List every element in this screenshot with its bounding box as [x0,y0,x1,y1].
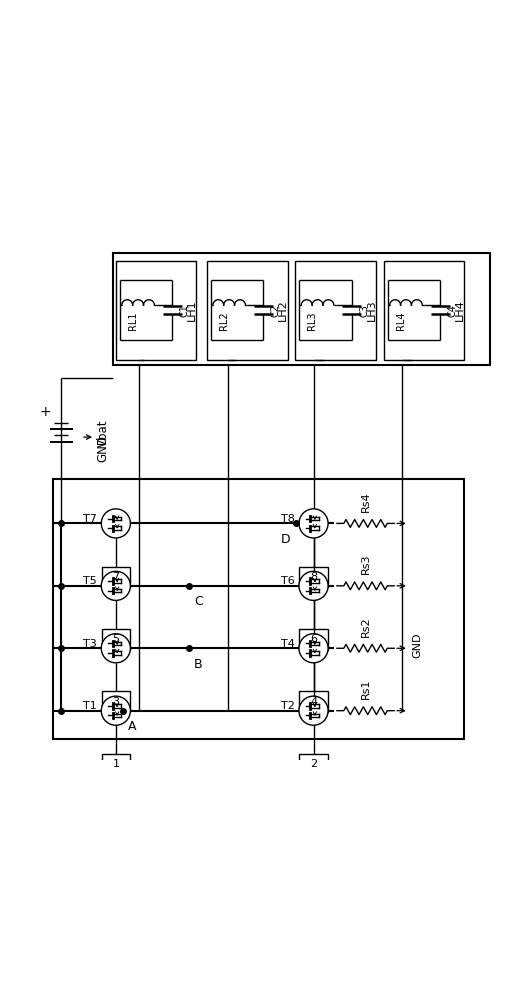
Text: LH2: LH2 [278,299,288,321]
Circle shape [299,571,328,600]
Text: 4: 4 [310,697,317,707]
Bar [384,261,464,360]
Bar [299,629,328,650]
Text: 6: 6 [310,634,317,644]
Circle shape [299,696,328,725]
Text: 2: 2 [310,759,317,769]
Text: LH4: LH4 [455,299,465,321]
Text: GND: GND [412,633,423,658]
Bar [207,261,288,360]
Circle shape [299,634,328,663]
Bar [101,629,130,650]
Bar [295,261,376,360]
Circle shape [101,634,130,663]
Text: C3: C3 [359,304,369,317]
Text: GND: GND [97,435,110,462]
Text: Rs1: Rs1 [360,679,370,699]
Bar [101,754,130,775]
Text: D: D [281,533,291,546]
Text: RL3: RL3 [307,311,317,330]
Text: 8: 8 [310,572,317,582]
Text: C: C [194,595,202,608]
Text: 1: 1 [112,759,119,769]
Text: 3: 3 [112,697,119,707]
Text: Rs3: Rs3 [360,554,370,574]
Text: T1: T1 [83,701,97,711]
Bar [299,691,328,712]
Circle shape [101,571,130,600]
Text: Rs4: Rs4 [360,491,370,512]
Bar [299,567,328,587]
Text: T8: T8 [281,514,295,524]
Text: C4: C4 [448,304,458,317]
Bar [101,691,130,712]
Text: Rs2: Rs2 [360,616,370,637]
Text: T4: T4 [281,639,295,649]
Text: +: + [40,405,51,419]
Text: RL1: RL1 [128,311,138,330]
Bar [299,754,328,775]
Text: 5: 5 [112,634,119,644]
Text: T6: T6 [281,576,295,586]
Text: T5: T5 [83,576,97,586]
Circle shape [299,509,328,538]
Bar [116,261,197,360]
Bar [113,253,491,365]
Text: T7: T7 [83,514,97,524]
Text: LH1: LH1 [187,299,197,321]
Text: A: A [128,720,137,733]
Bar [101,567,130,587]
Text: C1: C1 [179,304,189,317]
Text: T3: T3 [83,639,97,649]
Text: T2: T2 [281,701,295,711]
Text: LH3: LH3 [367,299,377,321]
Text: RL2: RL2 [219,311,229,330]
Circle shape [101,509,130,538]
Text: B: B [194,658,202,671]
Text: Vbat: Vbat [97,419,110,447]
Text: 7: 7 [112,572,119,582]
Circle shape [101,696,130,725]
Bar [53,479,464,739]
Text: RL4: RL4 [395,311,405,330]
Text: C2: C2 [270,304,281,317]
